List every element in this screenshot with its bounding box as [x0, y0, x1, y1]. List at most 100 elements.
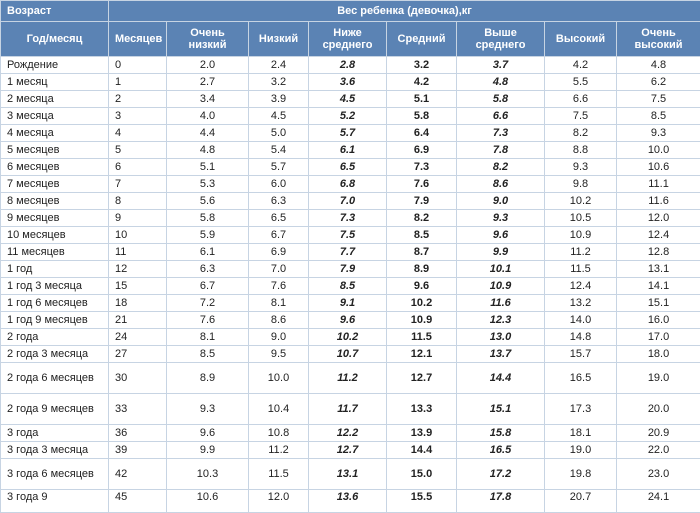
cell-average: 12.7 — [387, 363, 457, 394]
cell-period: Рождение — [1, 57, 109, 74]
cell-very-low: 10.6 — [167, 490, 249, 513]
cell-low: 6.5 — [249, 210, 309, 227]
cell-above-average: 14.4 — [457, 363, 545, 394]
cell-months: 30 — [109, 363, 167, 394]
col-header-period: Год/месяц — [1, 22, 109, 57]
cell-low: 3.2 — [249, 74, 309, 91]
cell-high: 8.2 — [545, 125, 617, 142]
cell-above-average: 3.7 — [457, 57, 545, 74]
cell-high: 14.8 — [545, 329, 617, 346]
cell-very-high: 19.0 — [617, 363, 700, 394]
cell-high: 9.8 — [545, 176, 617, 193]
cell-months: 21 — [109, 312, 167, 329]
cell-average: 7.3 — [387, 159, 457, 176]
cell-low: 3.9 — [249, 91, 309, 108]
cell-average: 8.9 — [387, 261, 457, 278]
cell-months: 11 — [109, 244, 167, 261]
cell-period: 1 год 6 месяцев — [1, 295, 109, 312]
cell-months: 0 — [109, 57, 167, 74]
cell-high: 13.2 — [545, 295, 617, 312]
cell-very-low: 7.2 — [167, 295, 249, 312]
cell-average: 5.8 — [387, 108, 457, 125]
cell-high: 10.9 — [545, 227, 617, 244]
cell-above-average: 11.6 — [457, 295, 545, 312]
cell-very-high: 8.5 — [617, 108, 700, 125]
cell-above-average: 10.9 — [457, 278, 545, 295]
cell-below-average: 9.1 — [309, 295, 387, 312]
cell-low: 7.0 — [249, 261, 309, 278]
cell-below-average: 3.6 — [309, 74, 387, 91]
cell-average: 6.9 — [387, 142, 457, 159]
cell-months: 27 — [109, 346, 167, 363]
cell-very-high: 9.3 — [617, 125, 700, 142]
cell-very-low: 8.1 — [167, 329, 249, 346]
header-row-columns: Год/месяц Месяцев Очень низкий Низкий Ни… — [1, 22, 700, 57]
cell-period: 3 года 3 месяца — [1, 442, 109, 459]
age-group-header: Возраст — [1, 1, 109, 22]
cell-above-average: 9.6 — [457, 227, 545, 244]
cell-months: 1 — [109, 74, 167, 91]
cell-above-average: 13.0 — [457, 329, 545, 346]
cell-very-high: 10.0 — [617, 142, 700, 159]
cell-low: 10.0 — [249, 363, 309, 394]
cell-period: 11 месяцев — [1, 244, 109, 261]
cell-low: 10.4 — [249, 394, 309, 425]
cell-very-low: 2.7 — [167, 74, 249, 91]
cell-high: 11.2 — [545, 244, 617, 261]
cell-above-average: 12.3 — [457, 312, 545, 329]
cell-average: 12.1 — [387, 346, 457, 363]
cell-high: 11.5 — [545, 261, 617, 278]
cell-low: 11.5 — [249, 459, 309, 490]
cell-below-average: 11.7 — [309, 394, 387, 425]
cell-above-average: 8.6 — [457, 176, 545, 193]
cell-average: 8.7 — [387, 244, 457, 261]
cell-months: 45 — [109, 490, 167, 513]
cell-below-average: 5.7 — [309, 125, 387, 142]
cell-very-high: 18.0 — [617, 346, 700, 363]
cell-average: 8.2 — [387, 210, 457, 227]
cell-below-average: 12.7 — [309, 442, 387, 459]
cell-above-average: 13.7 — [457, 346, 545, 363]
cell-very-high: 20.9 — [617, 425, 700, 442]
cell-very-low: 10.3 — [167, 459, 249, 490]
cell-above-average: 9.3 — [457, 210, 545, 227]
cell-very-high: 12.0 — [617, 210, 700, 227]
cell-low: 5.0 — [249, 125, 309, 142]
cell-very-high: 12.4 — [617, 227, 700, 244]
cell-low: 9.0 — [249, 329, 309, 346]
cell-high: 16.5 — [545, 363, 617, 394]
cell-very-high: 10.6 — [617, 159, 700, 176]
cell-months: 10 — [109, 227, 167, 244]
cell-high: 4.2 — [545, 57, 617, 74]
cell-below-average: 7.0 — [309, 193, 387, 210]
cell-very-high: 24.1 — [617, 490, 700, 513]
cell-below-average: 4.5 — [309, 91, 387, 108]
cell-average: 10.2 — [387, 295, 457, 312]
col-header-low: Низкий — [249, 22, 309, 57]
cell-months: 18 — [109, 295, 167, 312]
cell-months: 6 — [109, 159, 167, 176]
cell-above-average: 10.1 — [457, 261, 545, 278]
cell-above-average: 4.8 — [457, 74, 545, 91]
cell-high: 19.8 — [545, 459, 617, 490]
cell-below-average: 13.6 — [309, 490, 387, 513]
cell-period: 2 года 3 месяца — [1, 346, 109, 363]
cell-months: 33 — [109, 394, 167, 425]
cell-low: 10.8 — [249, 425, 309, 442]
cell-low: 6.9 — [249, 244, 309, 261]
cell-very-low: 9.3 — [167, 394, 249, 425]
